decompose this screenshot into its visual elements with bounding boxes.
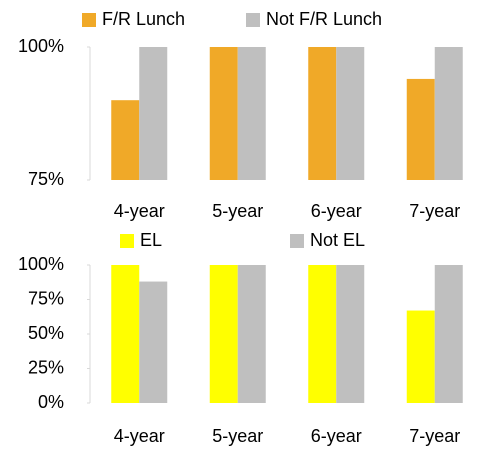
bar	[111, 100, 140, 180]
bar	[406, 78, 435, 180]
legend-swatch	[246, 13, 260, 27]
bar	[336, 47, 365, 180]
legend-label: F/R Lunch	[102, 9, 185, 29]
bar	[209, 265, 238, 403]
y-tick-label: 100%	[18, 254, 64, 274]
y-tick-label: 50%	[28, 323, 64, 343]
legend-label: EL	[140, 230, 162, 250]
x-tick-label: 4-year	[114, 426, 165, 446]
legend-label: Not EL	[310, 230, 365, 250]
bar	[111, 265, 140, 403]
y-tick-label: 25%	[28, 357, 64, 377]
bar	[406, 310, 435, 403]
bar	[308, 265, 337, 403]
bar	[209, 47, 238, 180]
x-tick-label: 5-year	[212, 426, 263, 446]
legend-label: Not F/R Lunch	[266, 9, 382, 29]
x-tick-label: 5-year	[212, 201, 263, 221]
x-tick-label: 6-year	[311, 426, 362, 446]
bar	[336, 265, 365, 403]
x-tick-label: 6-year	[311, 201, 362, 221]
x-tick-label: 7-year	[409, 201, 460, 221]
legend-swatch	[290, 234, 304, 248]
bar	[237, 47, 266, 180]
bar	[308, 47, 337, 180]
y-tick-label: 0%	[38, 392, 64, 412]
y-tick-label: 100%	[18, 36, 64, 56]
y-tick-label: 75%	[28, 169, 64, 189]
legend-swatch	[120, 234, 134, 248]
y-tick-label: 75%	[28, 288, 64, 308]
bar	[434, 265, 463, 403]
bar	[434, 47, 463, 180]
x-tick-label: 7-year	[409, 426, 460, 446]
legend-swatch	[82, 13, 96, 27]
x-tick-label: 4-year	[114, 201, 165, 221]
bar	[237, 265, 266, 403]
bar	[139, 47, 168, 180]
bar	[139, 281, 168, 403]
